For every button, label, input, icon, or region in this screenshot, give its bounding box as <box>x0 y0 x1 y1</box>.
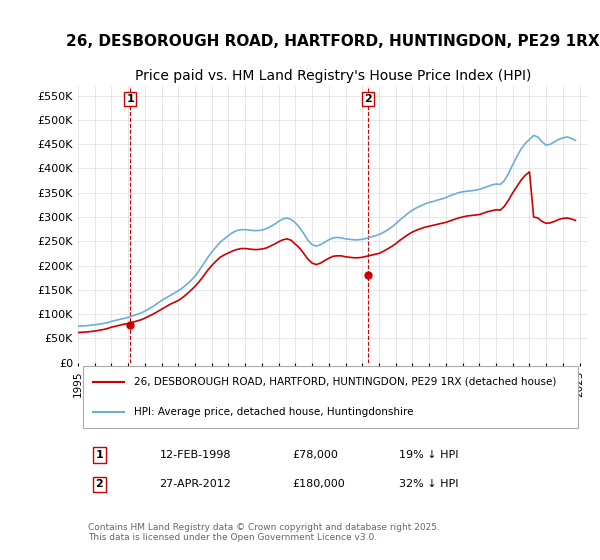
Text: 2: 2 <box>95 479 103 489</box>
Text: £78,000: £78,000 <box>292 450 338 460</box>
Text: 2: 2 <box>364 94 371 104</box>
Point <box>90 379 97 385</box>
Point <box>120 409 128 416</box>
Text: 1: 1 <box>95 450 103 460</box>
Text: 26, DESBOROUGH ROAD, HARTFORD, HUNTINGDON, PE29 1RX: 26, DESBOROUGH ROAD, HARTFORD, HUNTINGDO… <box>66 34 600 49</box>
Text: HPI: Average price, detached house, Huntingdonshire: HPI: Average price, detached house, Hunt… <box>134 407 413 417</box>
Text: 26, DESBOROUGH ROAD, HARTFORD, HUNTINGDON, PE29 1RX (detached house): 26, DESBOROUGH ROAD, HARTFORD, HUNTINGDO… <box>134 377 556 387</box>
Point <box>90 409 97 416</box>
Text: 1: 1 <box>126 94 134 104</box>
FancyBboxPatch shape <box>83 366 578 428</box>
Text: Contains HM Land Registry data © Crown copyright and database right 2025.
This d: Contains HM Land Registry data © Crown c… <box>88 523 440 543</box>
Text: Price paid vs. HM Land Registry's House Price Index (HPI): Price paid vs. HM Land Registry's House … <box>135 69 531 83</box>
Text: 12-FEB-1998: 12-FEB-1998 <box>160 450 231 460</box>
Text: 32% ↓ HPI: 32% ↓ HPI <box>400 479 459 489</box>
Point <box>120 379 128 385</box>
Text: 19% ↓ HPI: 19% ↓ HPI <box>400 450 459 460</box>
Text: 27-APR-2012: 27-APR-2012 <box>160 479 232 489</box>
Text: £180,000: £180,000 <box>292 479 345 489</box>
